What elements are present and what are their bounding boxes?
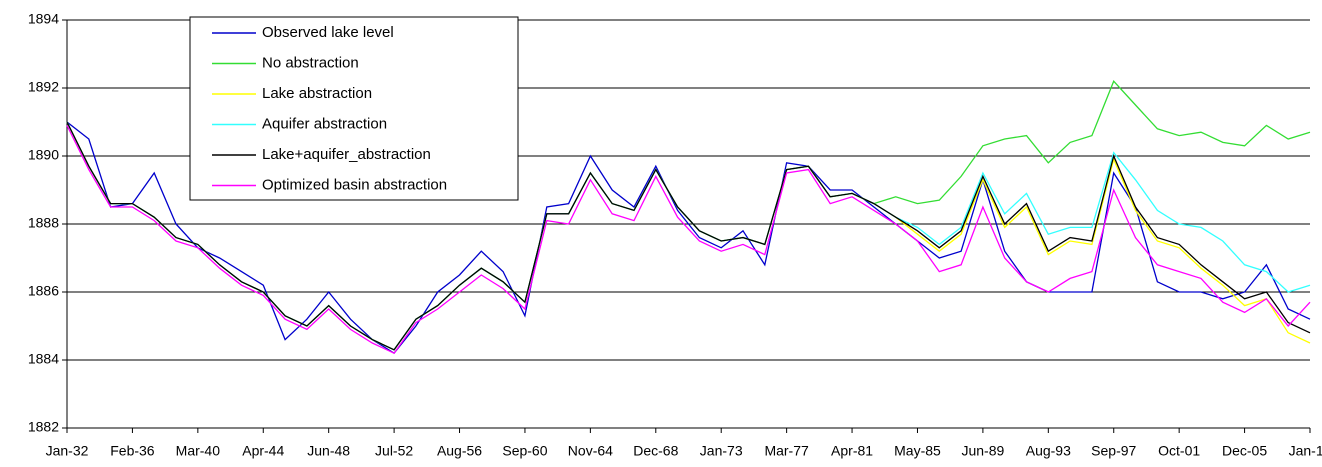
x-tick-label: Mar-77 [764,443,809,459]
legend-label: Observed lake level [262,24,394,41]
legend-label: Lake abstraction [262,85,372,102]
x-tick-label: Jun-48 [307,443,350,459]
y-tick-label: 1888 [28,215,59,231]
legend-box [189,16,519,201]
x-tick-label: Jan-10 [1289,443,1322,459]
legend-label: Optimized basin abstraction [262,176,447,193]
series-line [66,125,1311,355]
legend-label: No abstraction [262,54,359,71]
x-tick-label: Jul-52 [375,443,413,459]
x-tick-label: May-85 [894,443,941,459]
x-tick-label: Aug-93 [1026,443,1071,459]
y-tick-label: 1892 [28,79,59,95]
x-tick-label: Aug-56 [437,443,482,459]
legend-label: Aquifer abstraction [262,115,387,132]
legend: Observed lake level No abstraction Lake ab… [189,16,519,201]
x-tick-label: Jun-89 [961,443,1004,459]
x-tick-label: Feb-36 [110,443,155,459]
y-tick-label: 1890 [28,147,59,163]
y-tick-label: 1894 [28,11,59,27]
x-tick-label: Apr-81 [831,443,873,459]
y-tick-label: 1882 [28,419,59,435]
y-tick-label: 1884 [28,351,59,367]
legend-label: Lake+aquifer_abstraction [262,146,431,163]
x-tick-label: Mar-40 [176,443,221,459]
x-tick-label: Dec-68 [633,443,678,459]
x-tick-label: Jan-73 [700,443,743,459]
x-tick-label: Oct-01 [1158,443,1200,459]
series-line [66,121,1311,351]
x-tick-label: Nov-64 [568,443,613,459]
x-tick-label: Dec-05 [1222,443,1267,459]
y-tick-label: 1886 [28,283,59,299]
x-tick-label: Apr-44 [242,443,284,459]
x-tick-label: Sep-60 [502,443,547,459]
x-tick-label: Jan-32 [46,443,89,459]
x-tick-label: Sep-97 [1091,443,1136,459]
